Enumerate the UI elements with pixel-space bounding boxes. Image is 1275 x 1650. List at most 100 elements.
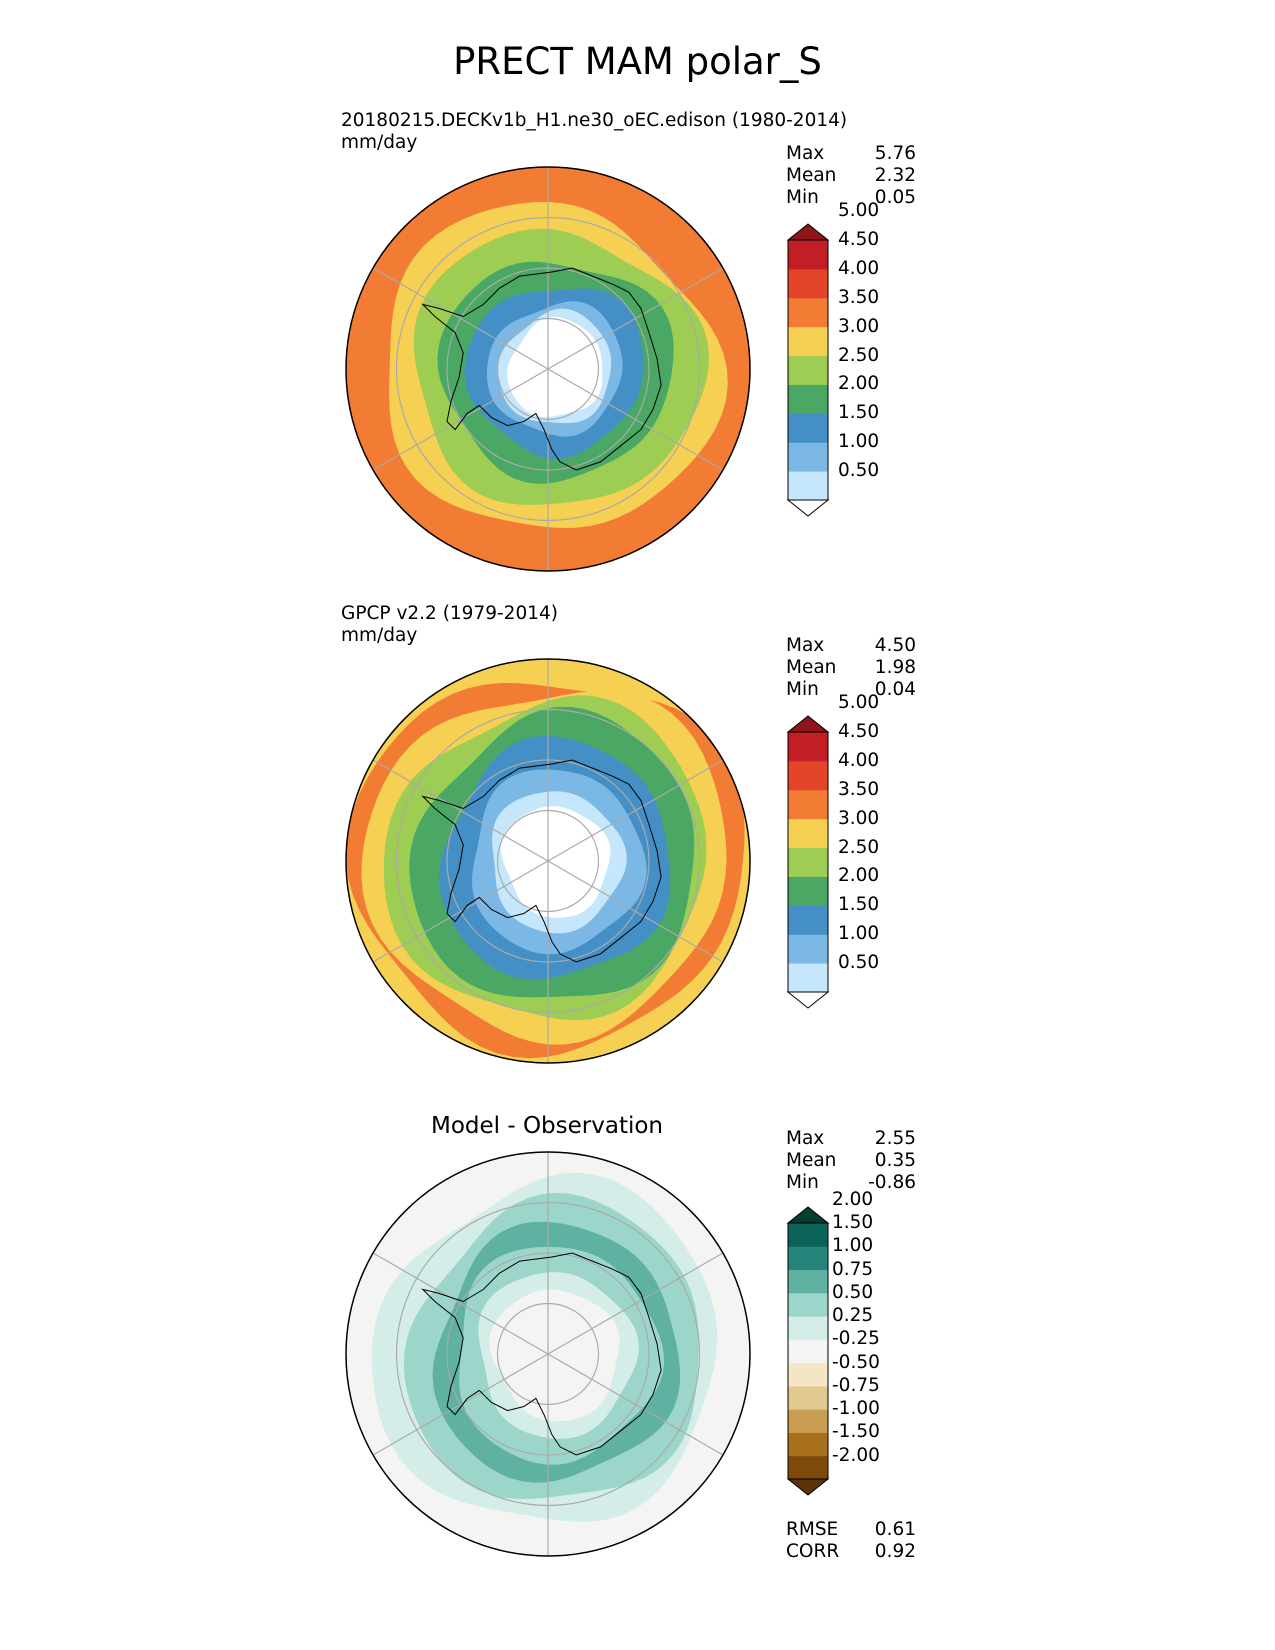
colorbar-bin: [788, 442, 828, 472]
panel-3-map: [345, 1151, 751, 1557]
colorbar-tick-label: 1.50: [838, 402, 880, 424]
colorbar-tick-label: 2.00: [838, 865, 880, 887]
colorbar-bin: [788, 1432, 828, 1457]
colorbar-tick-label: -2.00: [832, 1444, 880, 1466]
colorbar-bin: [788, 732, 828, 762]
panel-3-title: Model - Observation: [430, 1113, 664, 1139]
panel-3-stats: Max 2.55 Mean 0.35 Min -0.86: [786, 1128, 916, 1194]
panel-3-stat-label: Max: [786, 1128, 825, 1149]
colorbar-tick-label: 3.00: [838, 315, 880, 337]
longitude-gridline: [372, 759, 549, 862]
colorbar-tick-label: 4.00: [838, 749, 880, 771]
panel-3-colorbar: [786, 1206, 830, 1496]
panel-2-stat-value: 4.50: [874, 635, 916, 656]
panel-3-stat-label: Min: [786, 1172, 819, 1193]
longitude-gridline: [547, 759, 724, 862]
colorbar-extend-min: [786, 1478, 830, 1496]
longitude-gridline: [372, 860, 549, 963]
colorbar-bin: [788, 384, 828, 414]
map-boundary: [345, 1151, 751, 1557]
panel-1-stat-label: Max: [786, 143, 825, 164]
colorbar-frame: [787, 239, 829, 501]
corr-value: 0.92: [874, 1541, 916, 1562]
colorbar-tick-label: 4.50: [838, 229, 880, 250]
panel-2-stat-value: 0.04: [874, 679, 916, 700]
longitude-gridline: [547, 860, 724, 963]
rmse-label: RMSE: [786, 1519, 839, 1540]
colorbar-tick-label: -0.75: [832, 1374, 880, 1396]
panel-3-metrics: RMSE 0.61 CORR 0.92: [786, 1519, 916, 1563]
colorbar-extend-min: [786, 991, 830, 1009]
map-field: [346, 1152, 750, 1556]
colorbar-bin: [788, 1455, 828, 1480]
colorbar-tick-label: -0.25: [832, 1328, 880, 1350]
panel-1-stat-value: 2.32: [874, 165, 916, 186]
longitude-gridline: [372, 368, 549, 471]
panel-1-title: 20180215.DECKv1b_H1.ne30_oEC.edison (198…: [341, 110, 848, 131]
colorbar-tick-label: 2.50: [838, 344, 880, 366]
panel-1-stat-label: Mean: [786, 165, 837, 186]
colorbar-bin: [788, 847, 828, 877]
colorbar-tick-label: 0.50: [838, 460, 880, 482]
panel-2-stat-label: Min: [786, 679, 819, 700]
colorbar-bin: [788, 471, 828, 501]
colorbar-bin: [788, 1409, 828, 1433]
colorbar-tick-label: 1.50: [838, 894, 880, 916]
colorbar-bin: [788, 963, 828, 993]
panel-3-stat-label: Mean: [786, 1150, 837, 1171]
colorbar-tick-label: 0.25: [832, 1305, 874, 1327]
colorbar-extend-max: [786, 1206, 830, 1224]
colorbar-extend-max: [786, 715, 830, 733]
map-boundary: [345, 166, 751, 572]
colorbar-bin: [788, 413, 828, 443]
panel-1-colorbar: [786, 223, 830, 517]
colorbar-tick-label: -0.50: [832, 1351, 880, 1373]
colorbar-frame: [787, 731, 829, 993]
colorbar-bin: [788, 934, 828, 964]
figure-title: PRECT MAM polar_S: [453, 40, 822, 83]
colorbar-tick-label: 3.50: [838, 286, 880, 308]
map-boundary: [345, 658, 751, 1064]
panel-1-map: [345, 166, 751, 572]
longitude-gridline: [372, 1252, 549, 1355]
colorbar-tick-label: 0.50: [838, 952, 880, 974]
colorbar-tick-label: 5.00: [838, 200, 880, 222]
colorbar-tick-label: 0.50: [832, 1281, 874, 1303]
colorbar-tick-label: 3.50: [838, 778, 880, 800]
panel-2-stat-value: 1.98: [874, 657, 916, 678]
antarctica-coastline: [421, 1252, 662, 1456]
panel-2-units: mm/day: [341, 625, 418, 646]
colorbar-frame: [787, 1222, 829, 1480]
colorbar-tick-label: 1.00: [838, 431, 880, 453]
antarctica-coastline: [421, 267, 662, 471]
colorbar-bin: [788, 268, 828, 299]
panel-1-stats: Max 5.76 Mean 2.32 Min 0.05: [786, 143, 916, 209]
colorbar-bin: [788, 240, 828, 270]
colorbar-bin: [788, 355, 828, 385]
longitude-gridline: [547, 1252, 724, 1355]
colorbar-extend-max: [786, 223, 830, 241]
colorbar-tick-label: 2.00: [832, 1188, 874, 1210]
colorbar-tick-label: 2.50: [838, 836, 880, 858]
panel-2-map: [345, 658, 751, 1064]
colorbar-bin: [788, 1223, 828, 1247]
colorbar-bin: [788, 1339, 828, 1364]
colorbar-tick-label: 1.00: [838, 923, 880, 945]
panel-1-stat-value: 0.05: [874, 187, 916, 208]
longitude-gridline: [547, 1353, 724, 1456]
colorbar-tick-label: 2.00: [838, 373, 880, 395]
colorbar-tick-label: 4.50: [838, 721, 880, 742]
longitude-gridline: [372, 1353, 549, 1456]
colorbar-bin: [788, 789, 828, 820]
antarctica-coastline: [421, 759, 662, 963]
colorbar-tick-label: 0.75: [832, 1258, 874, 1280]
panel-1-units: mm/day: [341, 132, 418, 153]
corr-label: CORR: [786, 1541, 840, 1562]
colorbar-bin: [788, 1246, 828, 1271]
map-field: [346, 167, 750, 571]
colorbar-bin: [788, 1385, 828, 1410]
colorbar-tick-label: 5.00: [838, 692, 880, 714]
colorbar-tick-label: 1.50: [832, 1212, 874, 1233]
colorbar-bin: [788, 876, 828, 906]
rmse-value: 0.61: [874, 1519, 916, 1540]
